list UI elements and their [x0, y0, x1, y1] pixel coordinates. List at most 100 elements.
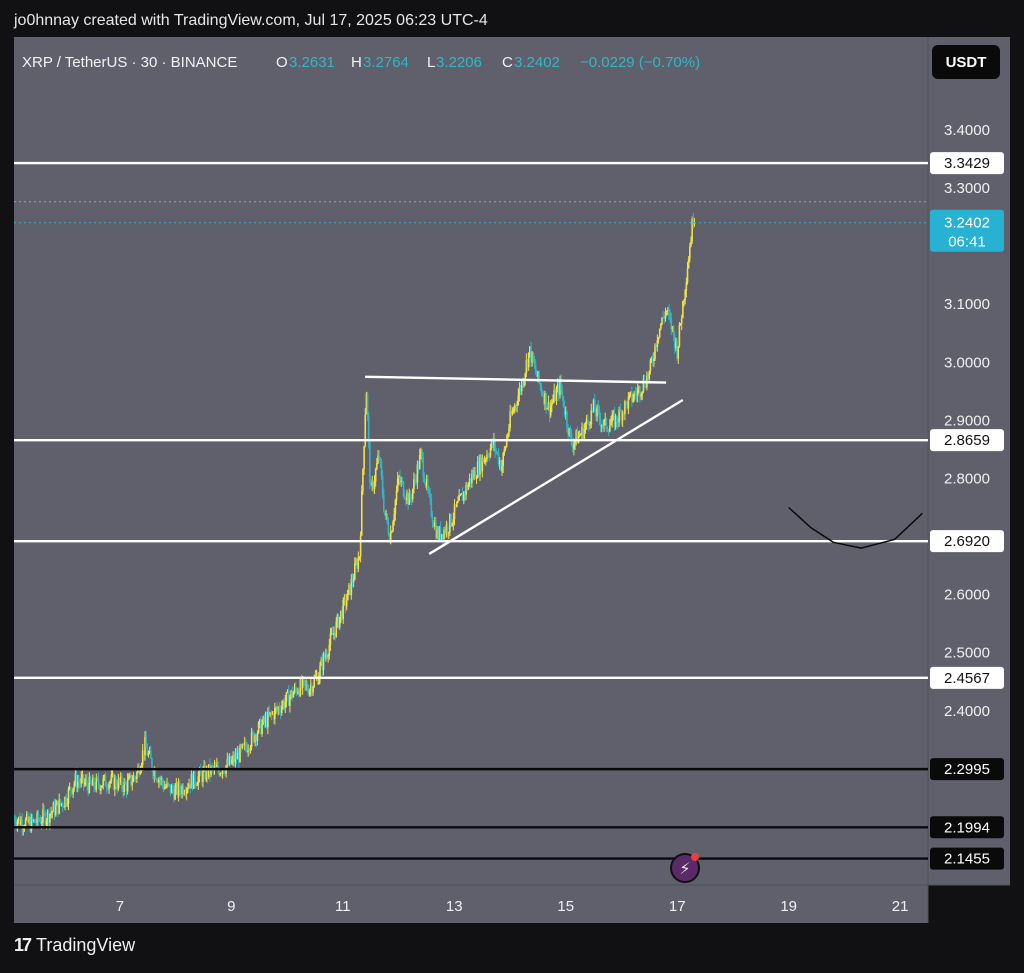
- candle-body: [46, 811, 49, 821]
- candle-body: [280, 706, 283, 713]
- candle-body: [68, 786, 71, 789]
- currency-button[interactable]: USDT: [932, 45, 1000, 79]
- candle-body: [365, 393, 368, 415]
- candle-body: [216, 764, 218, 767]
- candle-body: [70, 786, 72, 792]
- candle-body: [233, 756, 236, 763]
- candle-body: [599, 418, 602, 427]
- candle-body: [502, 453, 504, 467]
- candle-body: [421, 450, 423, 458]
- candle-body: [360, 490, 363, 536]
- price-tick-label: 2.6000: [944, 587, 990, 604]
- candle-body: [423, 476, 426, 483]
- candle-body: [304, 680, 306, 685]
- candle-body: [607, 430, 610, 432]
- candle-body: [51, 811, 54, 813]
- price-tick-label: 3.1000: [944, 296, 990, 313]
- candle-body: [125, 784, 128, 792]
- chart-area[interactable]: 3.3429 2.8659 2.6920 2.4567 2.2995 2.1994 2.14…: [13, 37, 1010, 923]
- candle-body: [66, 803, 69, 805]
- candle-body: [491, 440, 494, 446]
- candle-body: [405, 498, 407, 501]
- alert-button[interactable]: ⚡: [670, 853, 700, 883]
- candle-body: [439, 527, 442, 540]
- candle-body: [356, 562, 358, 569]
- candle-body: [159, 779, 161, 781]
- current-price-label-bg: [930, 209, 1004, 252]
- candle-body: [620, 411, 623, 421]
- candle-body: [235, 754, 238, 760]
- candle-body: [431, 515, 434, 523]
- candle-body: [172, 786, 174, 791]
- candle-body: [392, 521, 394, 532]
- trendline-support[interactable]: [428, 398, 684, 555]
- candle-body: [530, 346, 532, 363]
- candle-body: [53, 803, 56, 816]
- candle-body: [496, 451, 499, 453]
- candle-body: [20, 819, 22, 825]
- candle-body: [124, 781, 127, 785]
- chart-attribution: jo0hnnay created with TradingView.com, J…: [14, 12, 488, 29]
- arc-drawing[interactable]: [788, 506, 923, 549]
- candle-body: [653, 358, 655, 362]
- candle-body: [205, 767, 208, 780]
- candle-body: [666, 309, 669, 312]
- close-value: 3.2402: [514, 54, 560, 71]
- candle-body: [58, 799, 61, 814]
- candle-body: [182, 786, 185, 794]
- candle-body: [618, 409, 620, 423]
- candle-body: [524, 373, 527, 380]
- candle-body: [597, 406, 600, 410]
- price-chart[interactable]: 3.3429 2.8659 2.6920 2.4567 2.2995 2.1994 2.14…: [13, 37, 1010, 923]
- level-label: 2.4567: [944, 670, 990, 687]
- candle-body: [67, 788, 70, 804]
- candle-body: [153, 769, 156, 776]
- candle-body: [334, 632, 336, 637]
- candle-body: [472, 473, 474, 478]
- candle-body: [32, 819, 35, 822]
- candle-body: [622, 412, 625, 414]
- levels-layer: 3.3429 2.8659 2.6920 2.4567 2.2995 2.1994 2.14…: [14, 152, 1004, 870]
- candle-body: [98, 785, 101, 791]
- candle-body: [574, 440, 576, 444]
- candle-body: [682, 301, 684, 319]
- candle-body: [581, 426, 583, 435]
- candle-body: [331, 632, 334, 636]
- candle-body: [243, 742, 246, 745]
- candle-body: [256, 733, 259, 741]
- candle-body: [303, 679, 305, 681]
- candle-body: [82, 774, 85, 785]
- candle-body: [665, 311, 668, 313]
- candle-body: [561, 390, 564, 397]
- candle-body: [523, 379, 525, 386]
- candle-body: [676, 341, 678, 359]
- candle-body: [374, 469, 377, 482]
- candle-body: [370, 482, 372, 486]
- candle-body: [291, 690, 294, 698]
- candle-body: [686, 268, 689, 283]
- candle-body: [333, 632, 335, 636]
- candle-body: [551, 402, 553, 406]
- candle-body: [349, 584, 351, 595]
- candle-body: [636, 389, 639, 396]
- candle-body: [140, 764, 143, 771]
- candle-body: [354, 563, 356, 580]
- candle-body: [538, 371, 540, 383]
- candle-body: [344, 597, 347, 607]
- candle-body: [445, 524, 448, 533]
- trendline-resistance[interactable]: [365, 375, 667, 384]
- candle-body: [148, 750, 151, 754]
- candle-body: [315, 675, 318, 677]
- candle-body: [461, 493, 464, 501]
- candle-body: [453, 504, 456, 520]
- candle-body: [147, 753, 150, 756]
- candle-body: [494, 439, 496, 451]
- candle-body: [627, 396, 630, 409]
- candle-body: [156, 780, 159, 783]
- candle-body: [364, 414, 367, 447]
- candle-body: [83, 782, 86, 785]
- candle-body: [132, 775, 135, 782]
- candle-body: [534, 364, 537, 373]
- candle-body: [393, 513, 396, 522]
- candle-body: [590, 409, 593, 425]
